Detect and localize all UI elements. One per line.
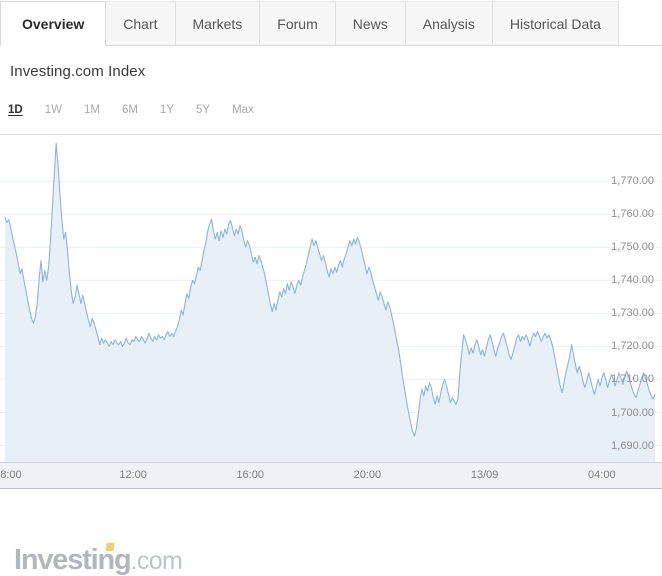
watermark-brand: Investing (14, 543, 132, 576)
watermark-brand-text: Investing (14, 544, 132, 576)
x-axis-tick-label: 04:00 (588, 469, 616, 481)
chart-plot-area[interactable] (0, 135, 662, 462)
tab-forum[interactable]: Forum (259, 1, 336, 46)
page-title: Investing.com Index (10, 63, 146, 80)
tab-chart[interactable]: Chart (105, 1, 176, 46)
tab-label: Overview (22, 15, 85, 32)
investing-watermark: Investing .com (14, 543, 183, 576)
watermark-tld: .com (130, 547, 183, 575)
x-axis-tick-label: 12:00 (119, 469, 147, 481)
period-6m[interactable]: 6M (121, 104, 138, 116)
tab-label: Analysis (422, 15, 475, 32)
price-chart[interactable]: Investing .com 1,690.00 1,700.00 1,710.00 1… (0, 134, 662, 575)
x-axis-tick-label: 16:00 (236, 469, 264, 481)
watermark-accent-dot-icon (105, 543, 115, 551)
period-5y[interactable]: 5Y (196, 104, 211, 116)
x-axis-tick-label: 20:00 (353, 469, 382, 481)
tab-analysis[interactable]: Analysis (404, 1, 493, 46)
period-max[interactable]: Max (232, 104, 254, 116)
tab-label: Forum (277, 15, 318, 32)
x-axis-tick-label: 13/09 (470, 469, 499, 481)
period-selector: 1D 1W 1M 6M 1Y 5Y Max (8, 104, 276, 116)
tab-historical-data[interactable]: Historical Data (491, 1, 619, 46)
tab-label: News (352, 15, 388, 32)
x-axis: 08:00 12:00 16:00 20:00 13/09 04:00 (0, 462, 662, 489)
period-1m[interactable]: 1M (83, 104, 100, 116)
tab-markets[interactable]: Markets (174, 1, 261, 46)
period-1d[interactable]: 1D (8, 104, 23, 116)
chart-line (4, 142, 656, 437)
period-1w[interactable]: 1W (44, 104, 62, 116)
tab-overview[interactable]: Overview (0, 1, 107, 46)
chart-area-fill (5, 143, 655, 462)
x-axis-tick-label: 08:00 (0, 469, 22, 481)
chart-svg (0, 142, 662, 462)
tab-bar: Overview Chart Markets Forum News Analys… (0, 0, 662, 46)
period-1y[interactable]: 1Y (159, 104, 174, 116)
tab-label: Chart (123, 15, 158, 32)
tab-bar-filler (617, 0, 662, 46)
tab-label: Markets (192, 15, 243, 32)
tab-news[interactable]: News (334, 1, 406, 46)
tab-label: Historical Data (509, 15, 601, 32)
